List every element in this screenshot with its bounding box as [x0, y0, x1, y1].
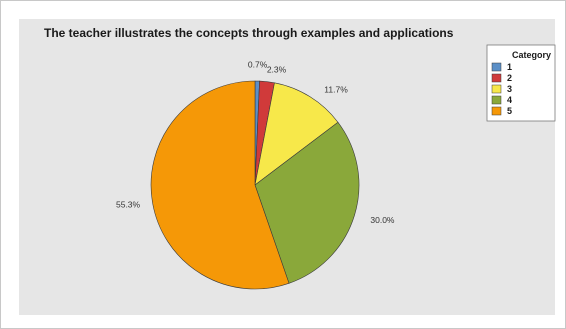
pie-slice-3 [254, 82, 339, 186]
legend-swatch-4 [491, 95, 502, 105]
legend-swatch-3 [491, 84, 502, 94]
legend-label-5: 5 [507, 106, 512, 116]
pie-slice-4 [254, 121, 360, 284]
slice-label-2: 2.3% [267, 64, 287, 74]
legend-label-4: 4 [507, 95, 512, 105]
pie-slices [150, 80, 360, 290]
legend-swatch-2 [491, 73, 502, 83]
slice-label-3: 11.7% [324, 85, 348, 95]
pie-slice-5 [150, 80, 290, 290]
legend-swatch-1 [491, 62, 502, 72]
legend-label-2: 2 [507, 73, 512, 83]
slice-label-1: 0.7% [248, 60, 268, 70]
chart-title: The teacher illustrates the concepts thr… [44, 26, 454, 40]
legend-swatch-5 [491, 106, 502, 116]
slice-label-4: 30.0% [370, 215, 395, 225]
slice-label-5: 55.3% [116, 199, 141, 209]
legend-title: Category [512, 50, 551, 60]
legend-label-3: 3 [507, 84, 512, 94]
legend-label-1: 1 [507, 62, 512, 72]
pie-labels: 0.7% 2.3% 11.7% 30.0% 55.3% [116, 60, 395, 226]
